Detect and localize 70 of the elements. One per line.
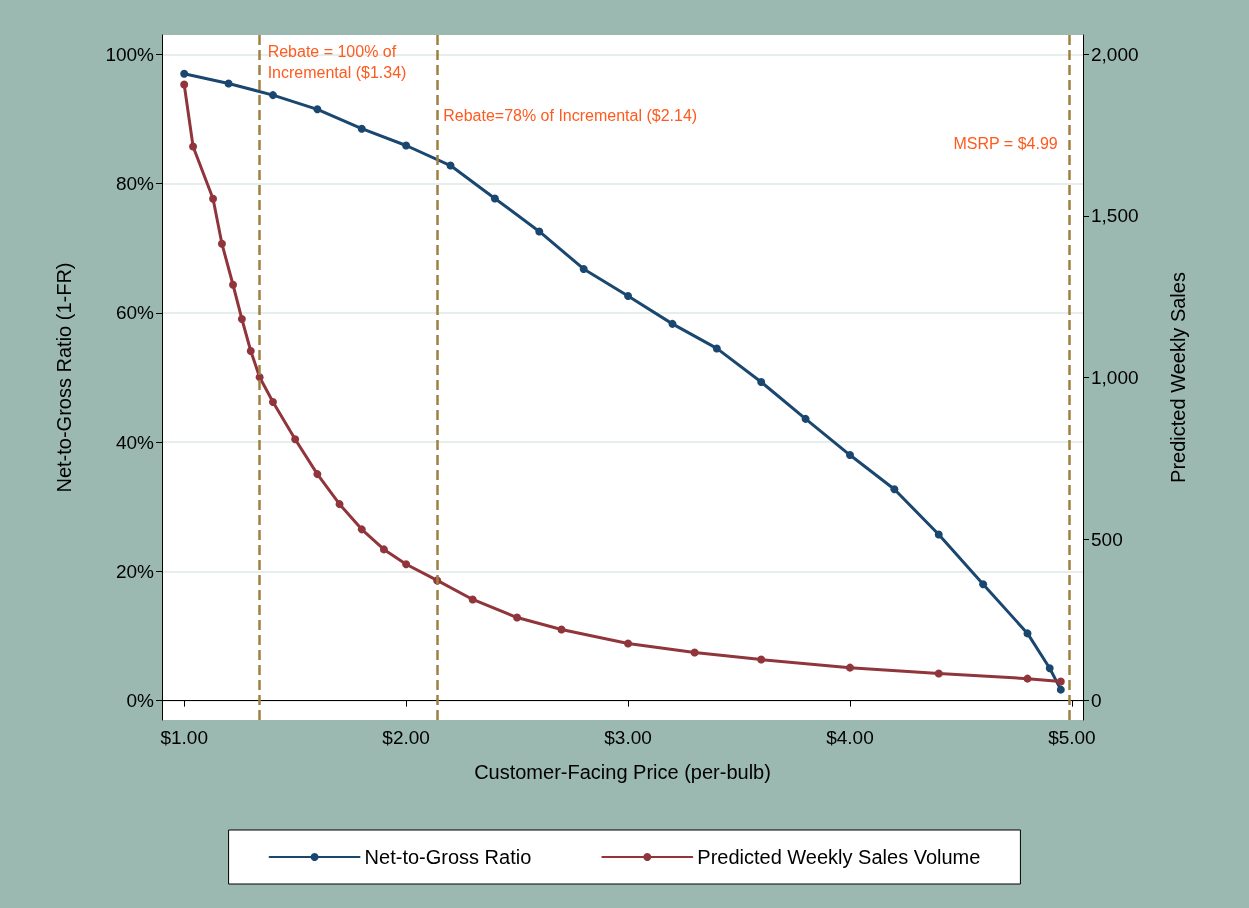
point [291, 435, 300, 444]
point [757, 378, 766, 387]
point [934, 669, 943, 678]
point [229, 280, 238, 289]
y-tick-label: 40% [115, 431, 155, 453]
y-tick-label: 100% [105, 43, 155, 65]
point [1056, 677, 1065, 686]
point [757, 655, 766, 664]
point [468, 595, 477, 604]
point [217, 239, 226, 248]
ref-line-label: MSRP = $4.99 [953, 135, 1058, 152]
point [934, 530, 943, 539]
point [1023, 674, 1032, 683]
point [268, 398, 277, 407]
point [268, 91, 277, 100]
point [180, 69, 189, 78]
point [490, 194, 499, 203]
point [357, 525, 366, 534]
x-axis-title: Customer-Facing Price (per-bulb) [474, 761, 771, 783]
point [335, 500, 344, 509]
y-tick-label: 60% [115, 302, 155, 324]
legend-label: Predicted Weekly Sales Volume [697, 846, 981, 868]
point [890, 485, 899, 494]
y-tick-label: 80% [115, 173, 155, 195]
point [624, 292, 633, 301]
point [845, 663, 854, 672]
point [246, 347, 255, 355]
y-axis-title: Net-to-Gross Ratio (1-FR) [53, 262, 75, 493]
y2-tick-label: 1,000 [1091, 367, 1139, 388]
x-tick-label: $1.00 [160, 727, 208, 748]
point [209, 194, 218, 203]
point [224, 79, 233, 88]
point [690, 648, 699, 657]
y-tick-label: 0% [126, 690, 155, 712]
point [180, 80, 189, 89]
point [1045, 664, 1054, 673]
ref-line-label: Rebate = 100% of Incremental ($1.34) [267, 43, 407, 81]
point [979, 580, 988, 589]
ref-line-label: Rebate=78% of Incremental ($2.14) [443, 107, 698, 124]
legend-label: Net-to-Gross Ratio [364, 846, 532, 868]
point [402, 560, 411, 569]
point [446, 161, 455, 170]
point [402, 141, 411, 150]
x-tick-label: $4.00 [826, 727, 874, 748]
x-tick-label: $3.00 [604, 727, 652, 748]
point [624, 639, 633, 648]
point [668, 319, 677, 328]
y2-tick-label: 1,500 [1091, 205, 1139, 227]
y2-tick-label: 500 [1091, 528, 1123, 550]
point [535, 227, 544, 236]
point [1056, 685, 1065, 694]
point [579, 264, 588, 273]
point [357, 124, 366, 133]
point [237, 315, 246, 324]
y2-tick-label: 2,000 [1091, 43, 1139, 65]
point [712, 344, 721, 353]
point [845, 451, 854, 460]
point [801, 414, 810, 423]
x-tick-label: $2.00 [382, 727, 430, 748]
point [557, 625, 566, 634]
y2-tick-label: 0 [1091, 690, 1102, 712]
point [189, 142, 198, 151]
point [313, 105, 322, 114]
point [313, 470, 322, 479]
point [379, 545, 388, 554]
y2-axis-title: Predicted Weekly Sales [1167, 272, 1189, 483]
x-tick-label: $5.00 [1048, 727, 1096, 748]
point [513, 613, 522, 622]
y-tick-label: 20% [115, 560, 155, 582]
point [1023, 629, 1032, 638]
